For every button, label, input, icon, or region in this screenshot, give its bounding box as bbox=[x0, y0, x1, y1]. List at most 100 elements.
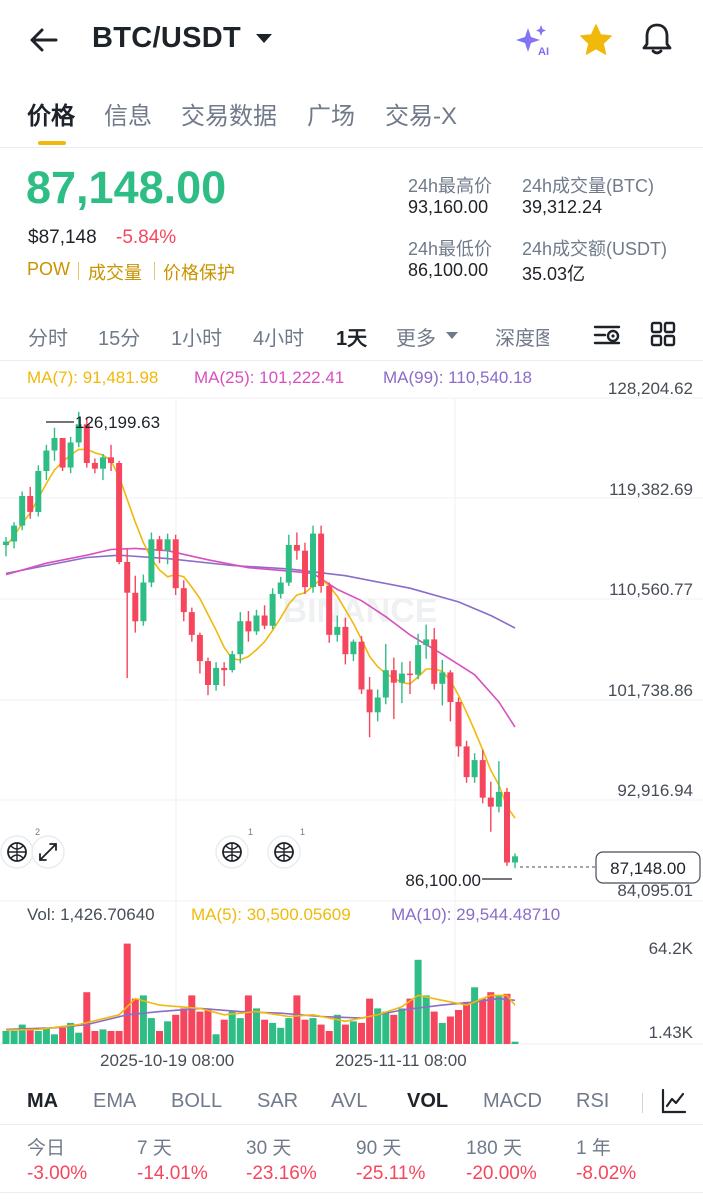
favorite-star-icon[interactable] bbox=[578, 22, 614, 58]
volume-bar bbox=[285, 1018, 293, 1044]
perf-value-30d: -23.16% bbox=[246, 1163, 317, 1184]
volume-bar bbox=[406, 998, 414, 1044]
interval-1d[interactable]: 1天 bbox=[336, 328, 368, 350]
candle-body bbox=[59, 438, 66, 468]
candlestick-chart[interactable]: BINANCE 126,199.63 86,100.00 87,148.00 2… bbox=[0, 361, 703, 1081]
stat-low-value: 86,100.00 bbox=[408, 260, 489, 280]
volume-bar bbox=[479, 998, 487, 1044]
stat-high-label: 24h最高价 bbox=[408, 176, 493, 196]
candle-body bbox=[261, 615, 268, 626]
y-axis-label: 110,560.77 bbox=[609, 580, 693, 599]
indicator-ema[interactable]: EMA bbox=[93, 1090, 137, 1112]
notification-bell-icon[interactable] bbox=[638, 20, 676, 58]
interval-15m[interactable]: 15分 bbox=[98, 328, 141, 350]
layout-grid-icon[interactable] bbox=[650, 321, 676, 347]
event-badge-2[interactable]: 1 bbox=[215, 827, 253, 869]
indicator-boll[interactable]: BOLL bbox=[171, 1090, 223, 1112]
perf-label-7d: 7 天 bbox=[137, 1138, 172, 1159]
volume-bar bbox=[107, 1031, 115, 1044]
candle-body bbox=[140, 582, 147, 622]
y-axis-label: 84,095.01 bbox=[617, 881, 693, 900]
volume-ma5-line bbox=[5, 994, 516, 1031]
interval-more[interactable]: 更多 bbox=[396, 328, 436, 350]
y-axis-label: 101,738.86 bbox=[607, 681, 693, 700]
candle-body bbox=[229, 654, 236, 671]
divider bbox=[0, 360, 703, 361]
volume-bar bbox=[220, 1019, 228, 1044]
tab-trade-x[interactable]: 交易-X bbox=[385, 103, 457, 130]
candle-body bbox=[43, 450, 50, 471]
candle-body bbox=[382, 670, 389, 698]
interval-depth[interactable]: 深度图 bbox=[495, 328, 549, 350]
candle-body bbox=[374, 697, 381, 713]
volume-bar bbox=[341, 1024, 349, 1044]
volume-bar bbox=[131, 998, 139, 1044]
candle-body bbox=[285, 545, 292, 583]
indicator-settings-icon[interactable] bbox=[660, 1087, 688, 1115]
event-badge-3[interactable]: 1 bbox=[267, 827, 305, 869]
expand-chart-icon[interactable] bbox=[31, 835, 65, 869]
volume-bar bbox=[430, 1011, 438, 1044]
candle-body bbox=[334, 626, 341, 635]
tag-price-protection[interactable]: 价格保护 bbox=[163, 263, 235, 283]
interval-1h[interactable]: 1小时 bbox=[171, 328, 223, 350]
volume-bar bbox=[180, 1008, 188, 1044]
pair-dropdown-caret-icon[interactable] bbox=[256, 34, 272, 43]
indicator-macd[interactable]: MACD bbox=[483, 1090, 542, 1112]
volume-bar bbox=[277, 1027, 285, 1044]
back-arrow-icon[interactable] bbox=[26, 22, 62, 58]
volume-bar bbox=[511, 1041, 519, 1044]
vol-axis-label: 1.43K bbox=[648, 1023, 693, 1042]
perf-label-30d: 30 天 bbox=[246, 1138, 292, 1159]
candle-body bbox=[148, 539, 155, 583]
tab-info[interactable]: 信息 bbox=[104, 103, 152, 130]
indicator-ma[interactable]: MA bbox=[27, 1090, 59, 1112]
volume-bar bbox=[390, 1014, 398, 1044]
volume-bar bbox=[503, 993, 511, 1044]
tab-square[interactable]: 广场 bbox=[307, 103, 355, 130]
chart-settings-icon[interactable] bbox=[592, 322, 622, 348]
volume-bar bbox=[471, 987, 479, 1044]
candle-body bbox=[180, 588, 187, 613]
interval-4h[interactable]: 4小时 bbox=[253, 328, 305, 350]
usd-price: $87,148 bbox=[28, 227, 97, 248]
volume-ma10-line bbox=[5, 997, 516, 1031]
perf-value-7d: -14.01% bbox=[137, 1163, 208, 1184]
volume-bar bbox=[139, 995, 147, 1044]
candle-body bbox=[358, 641, 365, 690]
volume-bar bbox=[59, 1027, 67, 1044]
volume-bar bbox=[301, 1019, 309, 1044]
ma7-line bbox=[5, 448, 516, 819]
active-tab-indicator bbox=[38, 141, 66, 145]
perf-value-90d: -25.11% bbox=[356, 1163, 426, 1184]
indicator-avl[interactable]: AVL bbox=[331, 1090, 368, 1112]
candle-body bbox=[366, 689, 373, 713]
candle-body bbox=[108, 457, 114, 463]
volume-bar bbox=[51, 1034, 58, 1044]
pair-selector[interactable]: BTC/USDT bbox=[92, 22, 241, 54]
candle-body bbox=[439, 672, 446, 684]
tag-pow[interactable]: POW bbox=[27, 259, 70, 279]
tab-price[interactable]: 价格 bbox=[27, 103, 75, 130]
indicator-rsi[interactable]: RSI bbox=[576, 1090, 610, 1112]
stat-vol-btc-label: 24h成交量(BTC) bbox=[522, 176, 655, 196]
tab-trading-data[interactable]: 交易数据 bbox=[181, 103, 277, 130]
candle-body bbox=[495, 791, 502, 807]
interval-timeline[interactable]: 分时 bbox=[28, 328, 68, 350]
vol-legend: Vol: 1,426.70640 bbox=[27, 905, 155, 924]
more-caret-icon[interactable] bbox=[446, 332, 458, 339]
x-axis-label: 2025-10-19 08:00 bbox=[100, 1051, 235, 1070]
indicator-vol[interactable]: VOL bbox=[407, 1090, 449, 1112]
svg-text:AI: AI bbox=[538, 46, 549, 58]
last-price: 87,148.00 bbox=[26, 162, 227, 213]
y-axis-label: 92,916.94 bbox=[617, 781, 693, 800]
ai-sparkle-icon[interactable]: AI bbox=[514, 22, 554, 58]
candle-body bbox=[423, 639, 430, 646]
volume-bar bbox=[325, 1031, 333, 1044]
tag-volume[interactable]: 成交量 bbox=[88, 263, 142, 283]
volume-bar bbox=[18, 1024, 26, 1044]
divider bbox=[0, 1192, 703, 1193]
volume-bar bbox=[188, 995, 196, 1044]
indicator-sar[interactable]: SAR bbox=[257, 1090, 299, 1112]
candle-body bbox=[350, 641, 357, 655]
